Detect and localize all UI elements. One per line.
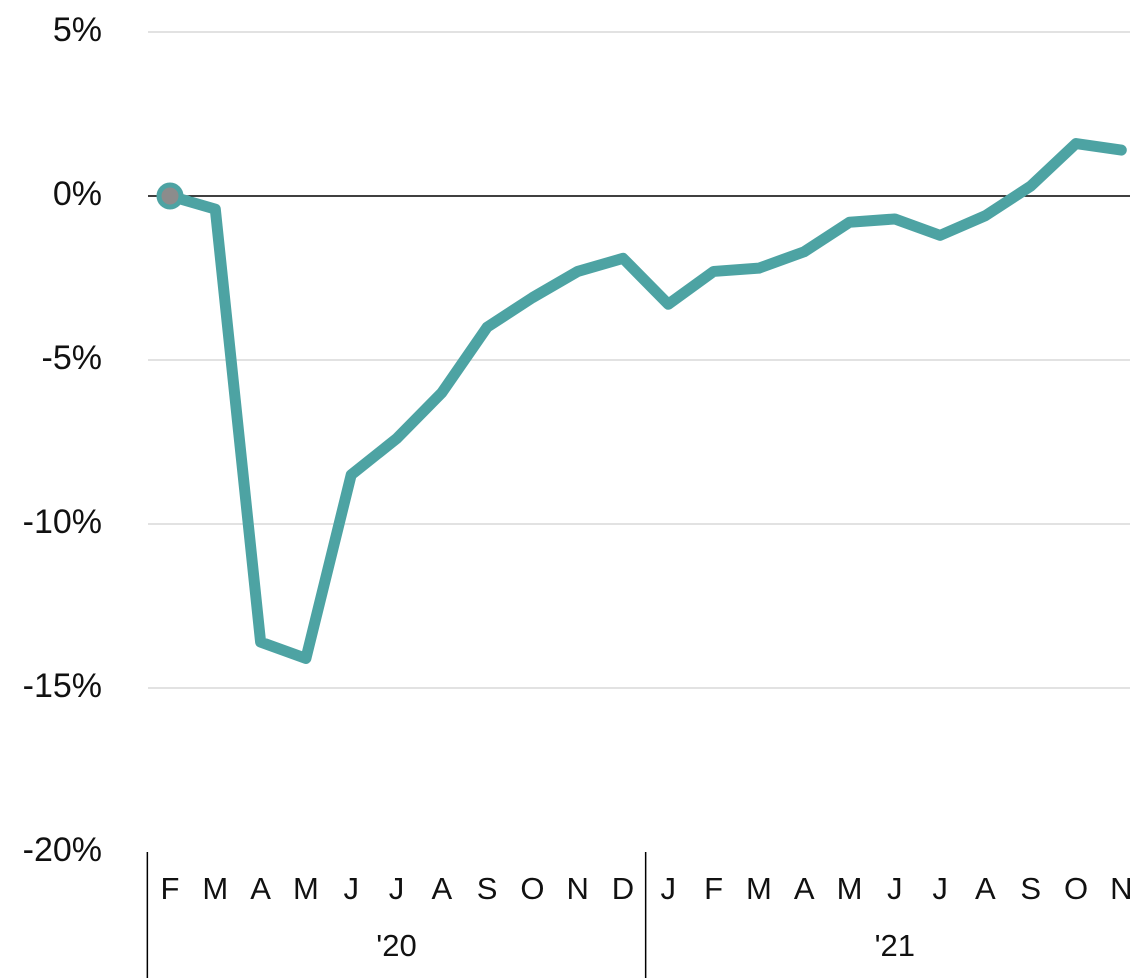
x-tick-label: A [250, 871, 271, 906]
x-tick-label: M [202, 871, 228, 906]
y-tick-label: -15% [23, 667, 102, 705]
x-tick-label: D [612, 871, 634, 906]
group-label: '20 [376, 928, 416, 963]
x-tick-label: S [477, 871, 498, 906]
x-tick-label: M [837, 871, 863, 906]
x-tick-label: J [932, 871, 948, 906]
group-label: '21 [875, 928, 915, 963]
y-tick-label: -20% [23, 831, 102, 869]
x-tick-label: J [389, 871, 405, 906]
line-series [164, 138, 1127, 664]
start-marker [156, 182, 184, 210]
x-tick-label: F [161, 871, 180, 906]
x-tick-label: N [1110, 871, 1130, 906]
y-tick-label: -10% [23, 503, 102, 541]
x-tick-label: A [794, 871, 815, 906]
x-tick-label: A [431, 871, 452, 906]
x-tick-label: J [661, 871, 677, 906]
x-tick-label: M [746, 871, 772, 906]
y-tick-label: -5% [42, 339, 102, 377]
x-tick-label: N [567, 871, 589, 906]
y-tick-label: 0% [53, 175, 102, 213]
x-tick-label: A [975, 871, 996, 906]
x-tick-label: O [520, 871, 544, 906]
y-tick-label: 5% [53, 11, 102, 49]
x-tick-label: O [1064, 871, 1088, 906]
x-tick-label: J [343, 871, 359, 906]
x-tick-label: J [887, 871, 903, 906]
x-tick-label: M [293, 871, 319, 906]
x-tick-label: S [1020, 871, 1041, 906]
x-tick-label: F [704, 871, 723, 906]
